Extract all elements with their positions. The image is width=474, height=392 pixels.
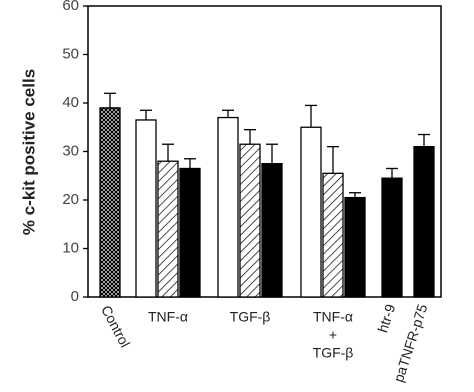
x-tick-label: TGF-β [313,345,354,361]
bar [179,167,201,298]
y-tick-label: 20 [62,191,79,208]
y-tick-label: 50 [62,45,79,62]
x-tick-label: TGF-β [230,309,271,325]
x-tick-label: TNF-α [313,309,353,325]
x-tick-label: Control [98,303,133,350]
bar [157,160,179,298]
x-tick-label: paTNFR-p75 [390,302,430,384]
bar [239,143,261,298]
y-tick-label: 60 [62,0,79,14]
y-tick-label: 10 [62,239,79,256]
bar [381,177,403,298]
bar [135,119,157,298]
y-tick-label: 30 [62,142,79,159]
bar [300,126,322,298]
bar [261,162,283,298]
bar [217,116,239,298]
y-tick-label: 40 [62,94,79,111]
bar [413,145,435,298]
x-tick-label: TNF-α [148,309,188,325]
x-tick-label: + [329,327,337,343]
y-axis-label: % c-kit positive cells [19,69,38,235]
x-tick-label: htr-9 [374,302,398,335]
bar [322,172,344,298]
y-tick-label: 0 [71,288,79,305]
bar [344,196,366,298]
bar [99,107,121,298]
